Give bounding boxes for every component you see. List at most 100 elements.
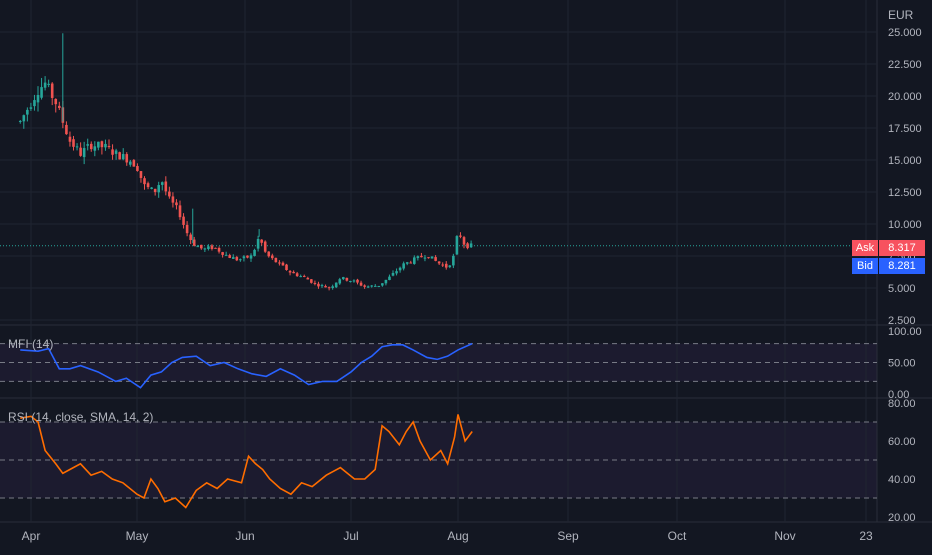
candle-body (405, 262, 409, 264)
candle-body (313, 282, 317, 284)
candle-body (196, 246, 200, 248)
candle-body (224, 254, 228, 256)
price-tick-1: 22.500 (888, 59, 922, 71)
candle-body (139, 171, 143, 178)
price-tick-5: 12.500 (888, 187, 922, 199)
mfi-pane[interactable] (0, 342, 877, 389)
candle-body (338, 279, 342, 284)
candle-body (285, 264, 288, 271)
candle-body (395, 271, 398, 274)
candle-body (33, 100, 36, 107)
candle-body (452, 255, 455, 266)
candle-body (242, 256, 246, 259)
candle-body (246, 255, 249, 258)
candle-body (398, 267, 402, 271)
candle-body (228, 255, 232, 258)
candle-body (363, 285, 366, 287)
candle-body (18, 120, 22, 122)
x-tick-5: Sep (557, 529, 579, 543)
currency-label: EUR (888, 8, 914, 22)
candle-body (459, 235, 462, 237)
candle-body (221, 252, 224, 255)
candle-body (299, 276, 303, 278)
candle-body (324, 285, 327, 288)
rsi-tick-2: 40.00 (888, 474, 916, 486)
candle-body (217, 247, 221, 252)
candle-body (22, 115, 26, 122)
candle-body (373, 285, 377, 287)
candle-body (47, 83, 50, 85)
candle-body (125, 154, 129, 163)
candle-body (469, 243, 473, 248)
candle-body (377, 285, 381, 287)
candle-body (200, 244, 203, 249)
candle-body (235, 257, 239, 261)
candle-body (466, 243, 469, 249)
candle-body (455, 236, 459, 255)
candle-body (160, 182, 164, 185)
panel-backgrounds (0, 0, 932, 523)
rsi-title: RSI (14, close, SMA, 14, 2) (8, 410, 153, 424)
candle-body (253, 249, 256, 256)
candle-body (302, 275, 306, 277)
candle-body (82, 148, 86, 158)
candle-body (274, 257, 278, 263)
candle-body (114, 150, 118, 154)
price-pane[interactable] (0, 33, 877, 291)
candle-body (65, 124, 68, 135)
price-tick-6: 10.000 (888, 219, 922, 231)
candle-body (153, 188, 157, 193)
candle-body (72, 139, 75, 147)
candle-body (352, 280, 356, 282)
candle-body (43, 82, 47, 88)
mfi-tick-1: 50.00 (888, 358, 916, 370)
candle-body (207, 246, 210, 250)
candle-body (79, 147, 82, 156)
candle-body (118, 152, 121, 160)
candle-body (366, 286, 370, 288)
candle-body (384, 279, 388, 284)
candle-body (40, 87, 43, 98)
candle-body (168, 191, 171, 197)
mfi-tick-2: 0.00 (888, 389, 909, 401)
candle-body (171, 196, 175, 203)
x-tick-4: Aug (447, 529, 468, 543)
rsi-tick-1: 60.00 (888, 436, 916, 448)
candle-body (132, 160, 136, 167)
candle-body (278, 262, 281, 264)
candle-body (143, 178, 146, 185)
candle-body (203, 248, 207, 250)
candle-body (129, 161, 132, 165)
candle-body (437, 261, 441, 264)
candle-body (68, 136, 72, 142)
candle-body (249, 255, 253, 259)
candle-body (75, 146, 79, 148)
bid-label: Bid (852, 258, 878, 274)
rsi-tick-0: 80.00 (888, 398, 916, 410)
candle-body (292, 271, 295, 274)
candle-body (370, 285, 374, 287)
rsi-line (20, 414, 473, 509)
candle-body (448, 265, 452, 268)
candle-body (281, 262, 285, 266)
candle-body (256, 238, 260, 249)
candle-body (111, 149, 114, 155)
candle-body (185, 224, 189, 234)
candle-body (175, 202, 178, 206)
candle-body (288, 270, 292, 273)
candle-body (427, 257, 430, 259)
candle-body (192, 239, 196, 246)
ask-value: 8.317 (879, 240, 925, 256)
candle-body (36, 95, 40, 103)
x-tick-1: May (126, 529, 149, 543)
candle-body (349, 281, 352, 283)
candle-body (416, 256, 420, 259)
candle-body (267, 251, 271, 257)
candle-body (317, 283, 320, 287)
candle-body (423, 257, 427, 259)
bid-value: 8.281 (879, 258, 925, 274)
mfi-title: MFI (14) (8, 337, 53, 351)
rsi-pane[interactable] (0, 414, 877, 509)
mfi-line (20, 342, 473, 389)
